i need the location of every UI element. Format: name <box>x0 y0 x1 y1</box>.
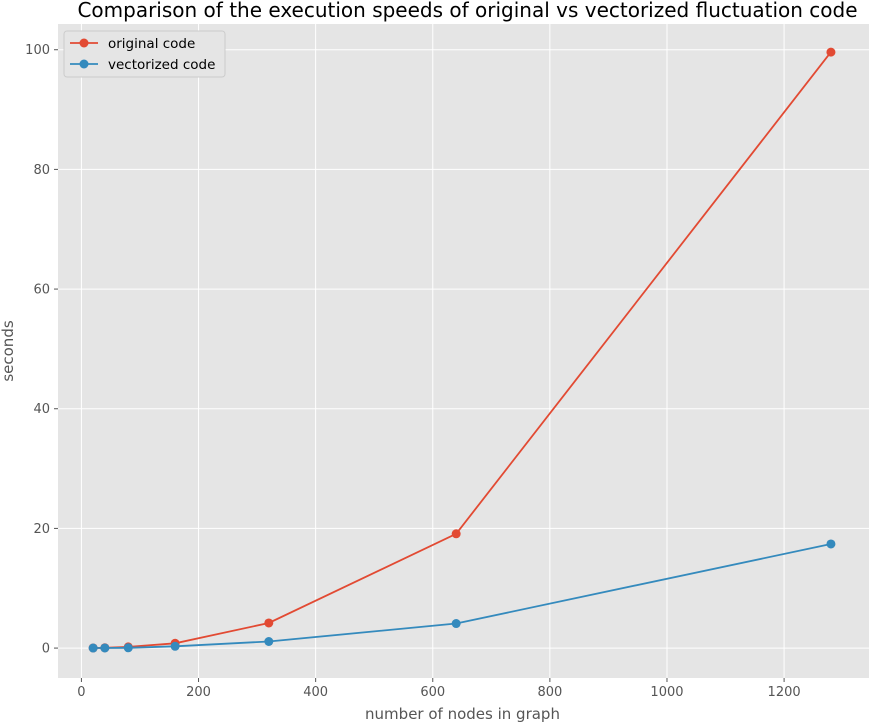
legend-item: vectorized code <box>70 57 215 73</box>
data-point <box>451 619 461 629</box>
legend-label: vectorized code <box>108 57 215 73</box>
x-tick-label: 0 <box>77 685 85 700</box>
axis-ticks: 0 200 400 600 800 1000 1200 0 20 40 60 80 100 <box>25 43 800 700</box>
legend-marker <box>79 59 89 69</box>
data-point <box>170 641 180 651</box>
x-tick-label: 200 <box>186 685 211 700</box>
data-point <box>826 47 836 57</box>
data-point <box>88 643 98 653</box>
data-point <box>123 643 133 653</box>
chart-title: Comparison of the execution speeds of or… <box>77 0 857 22</box>
data-point <box>264 637 274 647</box>
x-tick-label: 400 <box>303 685 328 700</box>
legend-box <box>63 30 226 78</box>
y-tick-label: 100 <box>25 43 50 58</box>
y-tick-label: 60 <box>33 283 50 298</box>
series-vectorized-code <box>88 539 836 653</box>
y-tick-label: 40 <box>33 402 50 417</box>
data-point <box>826 539 836 549</box>
grid <box>58 24 869 678</box>
x-tick-label: 1200 <box>768 685 801 700</box>
x-tick-label: 1000 <box>650 685 683 700</box>
data-point <box>264 618 274 628</box>
data-point <box>100 643 110 653</box>
y-tick-label: 0 <box>42 642 50 657</box>
x-axis-label: number of nodes in graph <box>365 705 560 722</box>
legend-marker <box>79 38 89 48</box>
x-tick-label: 800 <box>537 685 562 700</box>
data-point <box>451 529 461 539</box>
y-tick-label: 80 <box>33 163 50 178</box>
plot-area <box>58 24 869 678</box>
y-axis-label: seconds <box>0 320 17 381</box>
series-layer <box>88 47 836 653</box>
legend-label: original code <box>108 36 195 52</box>
x-tick-label: 600 <box>420 685 445 700</box>
legend-item: original code <box>70 36 195 52</box>
y-tick-label: 20 <box>33 522 50 537</box>
legend: original code vectorized code <box>63 30 226 78</box>
